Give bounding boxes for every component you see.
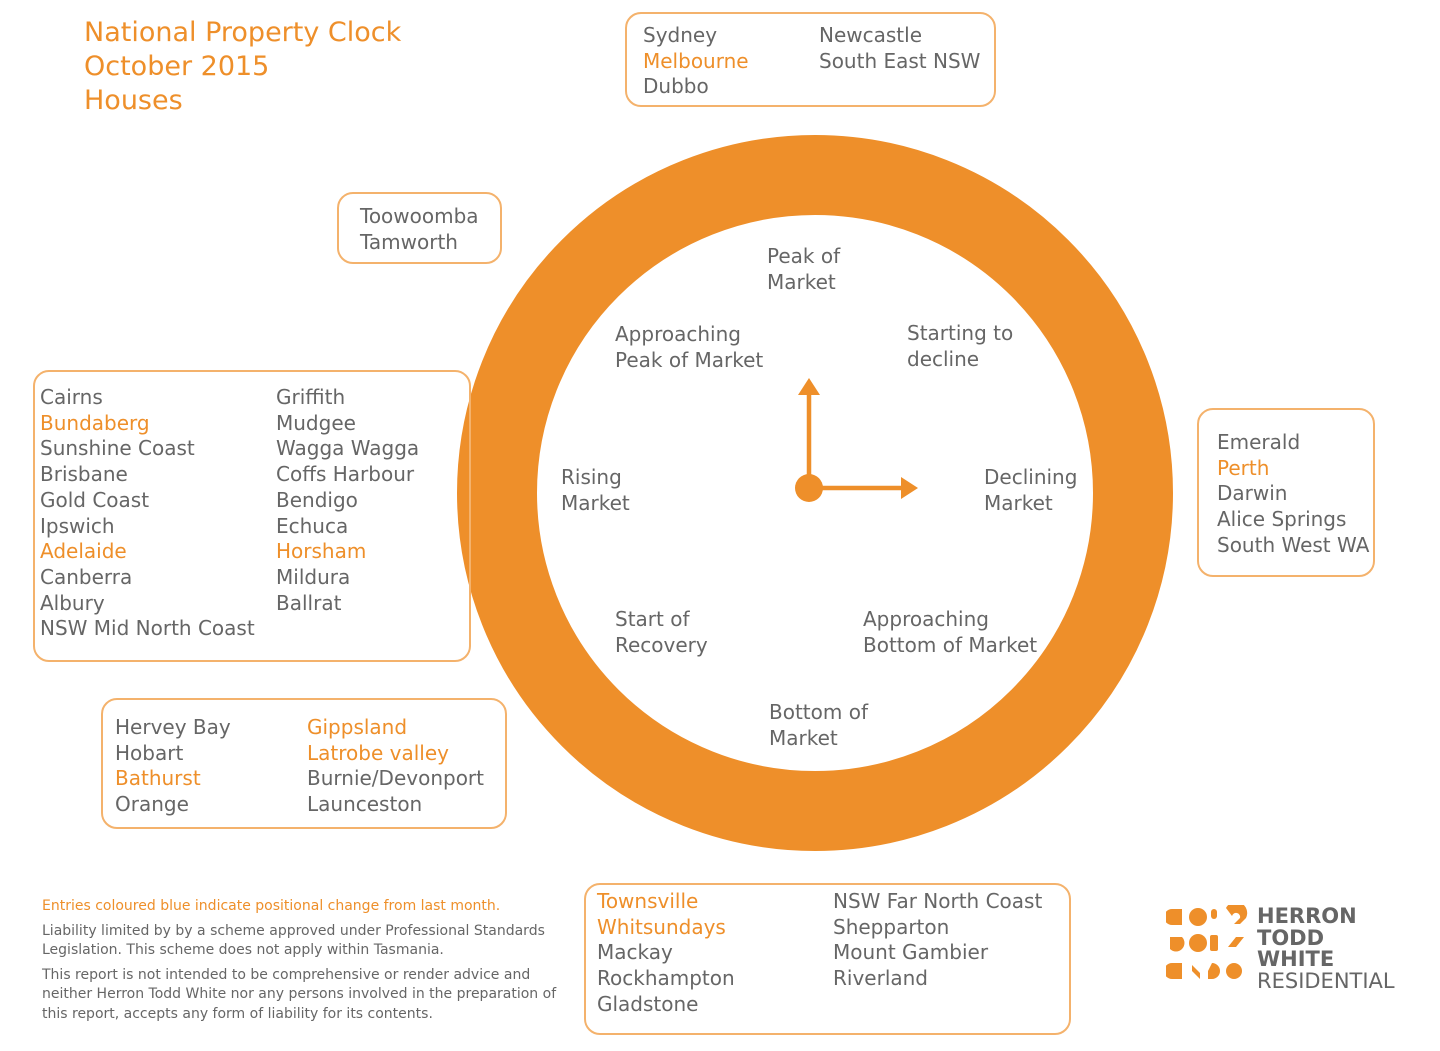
region-entry: Brisbane [40,462,128,487]
phase-approaching-bottom: Approaching Bottom of Market [863,607,1038,657]
clock-ring [457,135,1173,851]
region-entry: Bathurst [115,766,201,791]
region-entry: Launceston [307,792,423,817]
region-entry: Griffith [276,385,346,409]
region-entry: Darwin [1217,481,1288,506]
title-line-1: National Property Clock [84,17,402,48]
region-entry: Hobart [115,740,184,765]
title-line-2: October 2015 [84,51,270,82]
region-entry: Gippsland [307,715,408,739]
region-entry: Canberra [40,564,133,589]
region-entry: NSW Mid North Coast [40,616,255,641]
region-entry: Newcastle [819,23,922,47]
region-entry: Mildura [276,564,351,589]
region-box-bottom: Townsville Whitsundays Mackay Rockhampton Gl… [584,883,1071,1035]
region-entry: Mount Gambier [833,940,989,965]
region-entry: Hervey Bay [115,715,231,739]
region-box-rising: Cairns Bundaberg Sunshine Coast Brisbane Gol… [33,370,471,662]
region-entry: Townsville [597,889,699,913]
liability-note: Liability limited by by a scheme approve… [42,922,545,959]
region-entry: Wagga Wagga [276,436,420,461]
region-column: Toowoomba Tamworth [360,204,479,255]
region-entry: Ballrat [276,590,342,615]
region-entry: Latrobe valley [307,740,449,765]
disclaimer-note: This report is not intended to be compre… [42,966,557,1022]
region-entry: Riverland [833,966,928,991]
title-line-3: Houses [84,85,183,116]
phase-approaching-peak: Approaching Peak of Market [615,322,764,372]
logo-line-1: HERRON [1257,904,1357,928]
region-entry: Tamworth [360,229,458,254]
region-entry: Gold Coast [40,487,150,512]
region-entry: Mudgee [276,410,356,435]
region-entry: Shepparton [833,914,950,939]
footnotes: Entries coloured blue indicate positiona… [42,897,562,1029]
region-column: Hervey Bay Hobart Bathurst Orange [115,715,231,818]
region-entry: Bendigo [276,487,358,512]
region-column: Gippsland Latrobe valley Burnie/Devonport L… [307,715,484,818]
region-entry: NSW Far North Coast [833,889,1043,913]
region-entry: South East NSW [819,48,981,73]
logo-line-2: TODD [1257,925,1325,950]
region-entry: Sunshine Coast [40,436,195,461]
region-entry: Bundaberg [40,410,150,435]
region-entry: Emerald [1217,430,1301,454]
region-entry: Alice Springs [1217,507,1347,532]
region-entry: Rockhampton [597,966,735,991]
legend-note: Entries coloured blue indicate positiona… [42,898,501,914]
phase-start-of-recovery: Start of Recovery [615,607,708,657]
region-entry: Horsham [276,539,367,564]
herron-todd-white-logo-text: HERRON TODD WHITE RESIDENTIAL [1257,904,1395,993]
region-box-approaching-peak: Toowoomba Tamworth [337,192,502,264]
phase-peak-of-market: Peak of Market [767,244,841,294]
clock-hand-horizontal-arrow [901,477,918,499]
region-entry: Orange [115,792,189,817]
region-column: Townsville Whitsundays Mackay Rockhampton Gl… [597,889,735,1018]
region-entry: Whitsundays [597,914,726,939]
region-column: Sydney Melbourne Dubbo [643,23,749,100]
region-column: NSW Far North Coast Shepparton Mount Gambi… [833,889,1042,992]
region-entry: Gladstone [597,991,699,1016]
region-entry: South West WA [1217,532,1370,557]
region-entry: Mackay [597,940,673,965]
region-box-peak: Sydney Melbourne Dubbo Newcastle South East… [625,12,996,107]
region-entry: Dubbo [643,74,709,99]
region-entry: Burnie/Devonport [307,766,484,791]
phase-rising-market: Rising Market [561,465,630,515]
region-entry: Ipswich [40,513,115,538]
region-entry: Sydney [643,23,718,47]
region-entry: Melbourne [643,48,749,73]
region-column: Emerald Perth Darwin Alice Springs South Wes… [1217,430,1369,559]
phase-starting-to-decline: Starting to decline [907,321,1014,371]
phase-declining-market: Declining Market [984,465,1078,515]
logo-line-3: WHITE [1257,947,1335,971]
region-column: Cairns Bundaberg Sunshine Coast Brisbane Gol… [40,385,255,642]
clock-hand-vertical-arrow [798,378,820,395]
region-column: Newcastle South East NSW [819,23,980,74]
region-entry: Albury [40,590,105,615]
region-entry: Toowoomba [360,204,479,228]
clock-center-dot [795,474,823,502]
page-title: National Property Clock October 2015 Hou… [84,16,401,118]
region-entry: Echuca [276,513,349,538]
region-entry: Coffs Harbour [276,462,415,487]
region-box-start-recovery: Hervey Bay Hobart Bathurst Orange Gippsland… [101,698,507,829]
logo-line-4: RESIDENTIAL [1257,968,1395,993]
region-entry: Adelaide [40,539,127,564]
region-entry: Perth [1217,455,1270,480]
region-box-declining: Emerald Perth Darwin Alice Springs South Wes… [1197,408,1375,577]
phase-bottom-of-market: Bottom of Market [769,700,868,750]
region-entry: Cairns [40,385,103,409]
herron-todd-white-logo-mark [1166,905,1248,979]
region-column: Griffith Mudgee Wagga Wagga Coffs Harbour Be… [276,385,419,616]
